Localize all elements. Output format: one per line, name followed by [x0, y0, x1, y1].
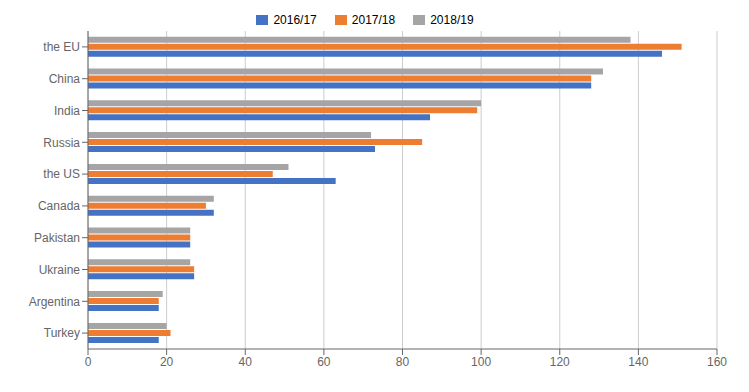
svg-text:40: 40: [239, 355, 253, 369]
svg-text:Pakistan: Pakistan: [34, 231, 80, 245]
svg-text:Turkey: Turkey: [44, 326, 80, 340]
svg-text:0: 0: [85, 355, 92, 369]
svg-text:China: China: [49, 72, 81, 86]
svg-text:Ukraine: Ukraine: [39, 263, 81, 277]
svg-text:the US: the US: [43, 167, 80, 181]
html-text:2017/18: 2017/18: [351, 13, 396, 27]
svg-text:120: 120: [550, 355, 570, 369]
svg-text:140: 140: [628, 355, 648, 369]
html-text:2018/19: 2018/19: [430, 13, 474, 27]
svg-text:Argentina: Argentina: [29, 295, 81, 309]
svg-text:20: 20: [160, 355, 174, 369]
svg-text:160: 160: [707, 355, 727, 369]
svg-text:India: India: [54, 104, 80, 118]
svg-text:Canada: Canada: [38, 199, 80, 213]
svg-text:60: 60: [317, 355, 331, 369]
svg-text:the EU: the EU: [43, 40, 80, 54]
svg-text:100: 100: [471, 355, 491, 369]
svg-text:Russia: Russia: [43, 136, 80, 150]
svg-text:80: 80: [396, 355, 410, 369]
html-text:2016/17: 2016/17: [273, 13, 317, 27]
